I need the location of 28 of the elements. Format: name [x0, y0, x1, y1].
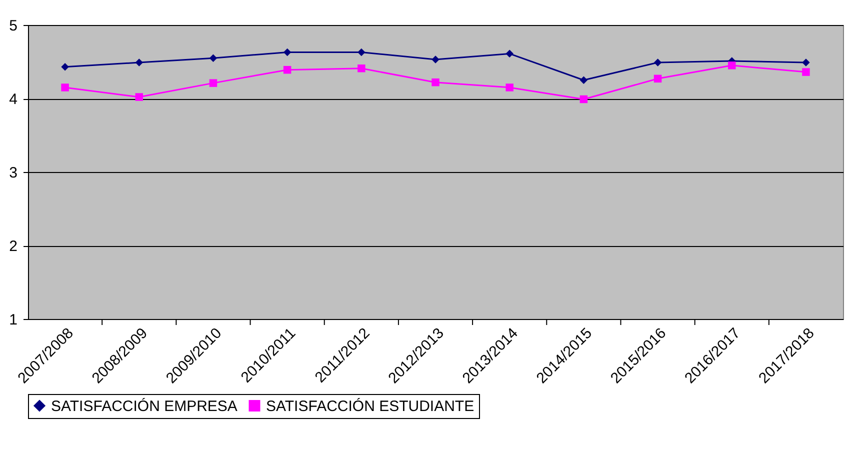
point [283, 48, 292, 56]
point [506, 50, 514, 58]
y-tick-label: 1 [9, 312, 18, 328]
point [61, 84, 69, 92]
point [61, 63, 69, 71]
legend-label: SATISFACCIÓN EMPRESA [51, 396, 238, 415]
point [580, 95, 588, 104]
point [209, 79, 218, 87]
point [358, 64, 366, 72]
point [580, 76, 588, 84]
point [506, 84, 514, 92]
point [654, 74, 662, 83]
point [432, 56, 440, 64]
point [432, 78, 440, 86]
point [654, 58, 662, 66]
y-tick-label: 4 [9, 91, 18, 108]
y-tick-label: 3 [9, 164, 18, 182]
point [358, 48, 366, 56]
point [209, 54, 218, 62]
point [802, 68, 810, 76]
point [135, 58, 144, 66]
y-tick-label: 5 [9, 18, 18, 34]
legend-label: SATISFACCIÓN ESTUDIANTE [266, 396, 474, 415]
point [728, 62, 736, 70]
point [802, 58, 810, 66]
point [135, 93, 144, 101]
point [283, 66, 292, 74]
y-tick-label: 2 [9, 238, 18, 255]
